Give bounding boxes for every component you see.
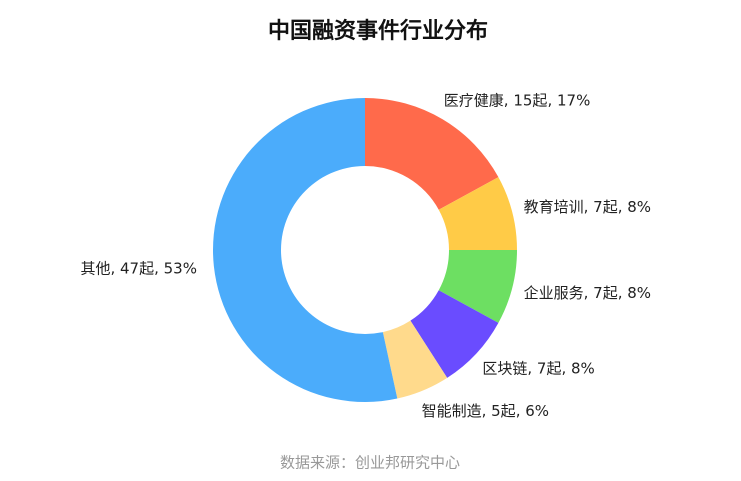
slice-label: 企业服务, 7起, 8% <box>524 284 651 302</box>
value-label: 47起 <box>120 259 154 277</box>
slice-label: 区块链, 7起, 8% <box>482 359 594 377</box>
percent-label: 53% <box>164 259 197 277</box>
slice-label: 教育培训, 7起, 8% <box>524 197 651 215</box>
percent-label: 8% <box>627 197 651 215</box>
percent-label: 8% <box>571 359 595 377</box>
category-label: 企业服务 <box>524 284 584 302</box>
chart-title: 中国融资事件行业分布 <box>268 18 488 44</box>
percent-label: 17% <box>557 91 590 109</box>
donut-slice <box>438 177 517 250</box>
donut-slice <box>213 98 398 402</box>
slice-label: 其他, 47起, 53% <box>80 259 197 277</box>
category-label: 其他 <box>80 259 110 277</box>
value-label: 7起 <box>593 197 618 215</box>
donut-slice <box>382 320 448 399</box>
slice-label: 医疗健康, 15起, 17% <box>444 91 591 109</box>
percent-label: 6% <box>525 401 549 419</box>
value-label: 7起 <box>537 359 562 377</box>
category-label: 智能制造 <box>422 401 482 419</box>
donut-slice <box>365 98 499 210</box>
value-label: 7起 <box>593 284 618 302</box>
donut-slice <box>410 290 499 378</box>
slice-label: 智能制造, 5起, 6% <box>422 401 549 419</box>
donut-slice <box>438 250 517 323</box>
value-label: 5起 <box>491 401 516 419</box>
category-label: 区块链 <box>482 359 527 377</box>
category-label: 教育培训 <box>524 197 584 215</box>
percent-label: 8% <box>627 284 651 302</box>
source-note: 数据来源：创业邦研究中心 <box>280 454 460 472</box>
category-label: 医疗健康 <box>444 91 504 109</box>
value-label: 15起 <box>513 91 547 109</box>
